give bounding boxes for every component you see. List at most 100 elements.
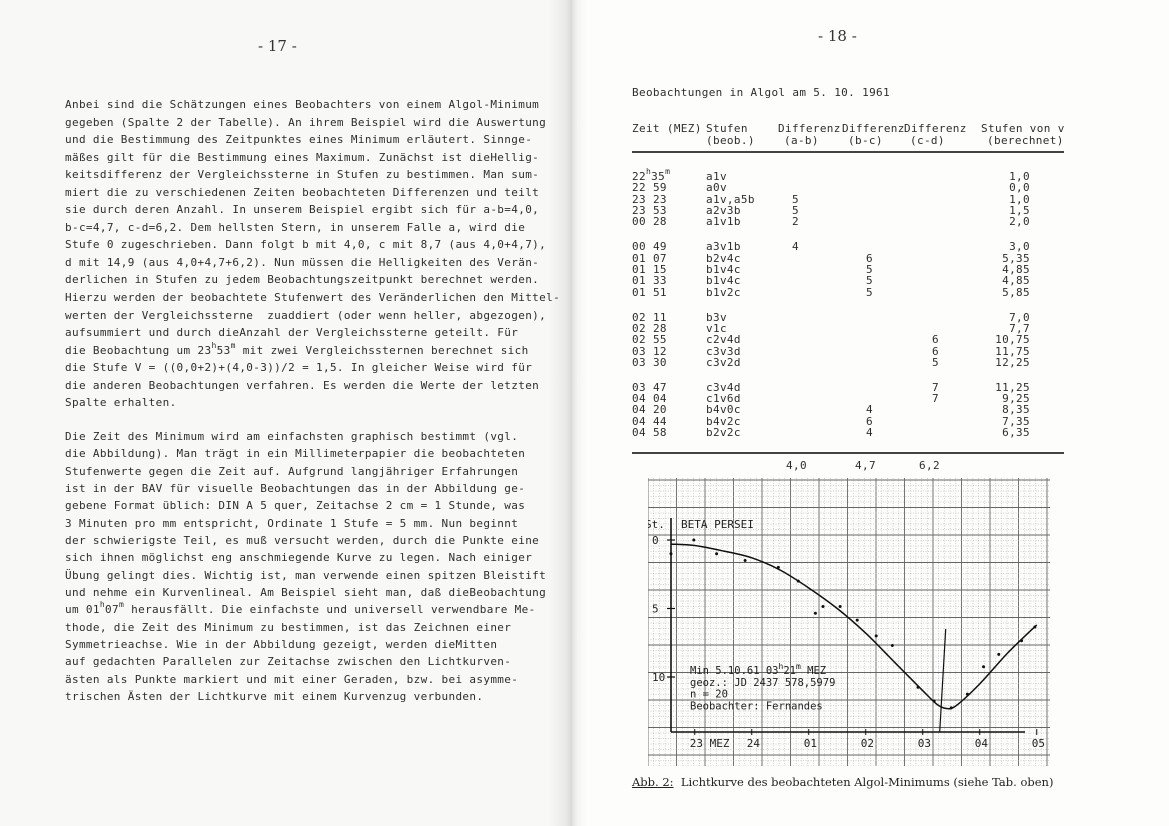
text-line: auf gedachten Parallelen zur Zeitachse z…: [65, 655, 512, 669]
time-hour: 03: [632, 355, 646, 369]
cd-cell: 5: [932, 355, 939, 369]
y-tick-label: 0: [652, 534, 659, 547]
data-point: [982, 665, 986, 669]
calc-cell: 6,35: [1002, 426, 1030, 440]
mean-bc: 4,7: [855, 459, 876, 472]
bc-cell: 4: [866, 426, 873, 440]
text-segment: Min 5.10.61 03: [690, 665, 779, 677]
time-hour: 02: [632, 321, 646, 335]
time-hour: 01: [632, 251, 646, 265]
column-header: Stufen von v: [981, 122, 1065, 135]
column-header: Differenz: [904, 122, 967, 135]
beob-cell: b1v4c: [706, 274, 741, 288]
time-cell: 01 07: [632, 253, 667, 264]
table-row: 02 55 c2v4d 6 10,75: [632, 334, 1062, 345]
text-line: Stufe 0 zugeschrieben. Dann folgt b mit …: [65, 238, 547, 252]
cd-cell: 6: [932, 344, 939, 358]
chart-title: BETA PERSEI: [681, 518, 754, 531]
text-line: ist in der BAV für visuelle Beobachtunge…: [65, 482, 526, 496]
column-header-sub: (a-b): [784, 134, 819, 147]
data-point: [965, 692, 969, 696]
time-cell: 03 47: [632, 382, 667, 393]
beob-cell: b4v2c: [706, 414, 741, 428]
time-hour: 23: [632, 192, 646, 206]
column-header-sub: (b-c): [848, 134, 883, 147]
beob-cell: c1v6d: [706, 392, 741, 406]
time-cell: 22 59: [632, 182, 667, 193]
time-minute: 23: [652, 192, 667, 206]
x-tick-label: 03: [918, 737, 931, 750]
calc-cell: 11,25: [995, 380, 1030, 394]
text-segment: die Beobachtung um 23: [65, 343, 212, 357]
text-segment: mit zwei Vergleichssternen berechnet sic…: [235, 343, 529, 357]
left-page: [0, 0, 572, 826]
beob-cell: b1v4c: [706, 262, 741, 276]
superscript: m: [230, 340, 236, 350]
beob-cell: a1v,a5b: [706, 192, 755, 206]
calc-cell: 10,75: [995, 333, 1030, 347]
text-line: und nehme ein Kurvenlineal. Am Beispiel …: [65, 586, 547, 600]
time-minute: 15: [652, 262, 667, 276]
text-line: Symmetrieachse. Wie in der Abbildung gez…: [65, 638, 498, 652]
table-row: 23 23 a1v,a5b 5 1,0: [632, 194, 1062, 205]
text-line: ästen als Punkte markiert und mit einer …: [65, 672, 519, 686]
beob-cell: c2v4d: [706, 333, 741, 347]
text-line: Übung gelingt dies. Wichtig ist, man ver…: [65, 568, 547, 582]
text-line: Die Zeit des Minimum wird am einfachsten…: [65, 430, 519, 443]
time-minute: 35: [651, 170, 666, 183]
calc-cell: 7,7: [1009, 321, 1030, 335]
time-cell: 01 51: [632, 287, 667, 298]
ab-cell: 5: [792, 204, 799, 218]
column-header: Zeit (MEZ): [632, 122, 702, 135]
symmetry-axis: [939, 629, 947, 733]
time-minute: 51: [652, 285, 667, 299]
table-row: 00 28 a1v1b 2 2,0: [632, 216, 1062, 227]
table-title: Beobachtungen in Algol am 5. 10. 1961: [632, 86, 890, 99]
mean-cd: 6,2: [919, 459, 940, 472]
data-point: [813, 611, 817, 615]
bc-cell: 5: [866, 262, 873, 276]
calc-cell: 8,35: [1002, 403, 1030, 417]
superscript: h: [211, 340, 217, 350]
data-point: [692, 538, 696, 542]
text-line: trischen Ästen der Lichtkurve mit einem …: [65, 690, 484, 704]
beob-cell: a1v1b: [706, 215, 741, 229]
calc-cell: 7,0: [1009, 310, 1030, 324]
beob-cell: a1v: [706, 170, 727, 183]
beob-cell: b3v: [706, 310, 727, 324]
table-row: 04 04 c1v6d 7 9,25: [632, 393, 1062, 404]
calc-cell: 4,85: [1002, 274, 1030, 288]
table-row: 04 20 b4v0c 4 8,35: [632, 404, 1062, 415]
table-row: 02 11 b3v 7,0: [632, 312, 1062, 323]
beob-cell: a3v1b: [706, 240, 741, 254]
time-minute: 44: [652, 414, 667, 428]
time-hour: 01: [632, 274, 646, 288]
text-line: aufsummiert und durch dieAnzahl der Verg…: [65, 326, 519, 340]
text-line: keitsdifferenz der Vergleichssterne in S…: [65, 168, 540, 182]
beob-cell: a2v3b: [706, 204, 741, 218]
footer-rule: [632, 452, 1064, 454]
bc-cell: 5: [866, 274, 873, 288]
text-line: sie durch deren Anzahl. In unserem Beisp…: [65, 203, 540, 217]
table-row: 03 30 c3v2d 5 12,25: [632, 357, 1062, 368]
text-line: Hierzu werden der beobachtete Stufenwert…: [65, 291, 561, 305]
calc-cell: 5,85: [1002, 285, 1030, 299]
column-header-sub: (c-d): [910, 134, 945, 147]
text-segment: 07: [105, 603, 119, 617]
time-cell: 04 58: [632, 427, 667, 438]
time-minute: 12: [652, 344, 667, 358]
time-minute: 28: [652, 321, 667, 335]
caption-label: Abb. 2:: [632, 775, 674, 789]
text-line: mäßes gilt für die Bestimmung eines Maxi…: [65, 150, 540, 164]
superscript: h: [99, 600, 106, 610]
caption-text: Lichtkurve des beobachteten Algol-Minimu…: [680, 775, 1054, 789]
time-minute: 59: [652, 181, 667, 195]
time-cell: 03 30: [632, 357, 667, 368]
time-minute: 11: [652, 310, 667, 324]
time-hour: 23: [632, 204, 646, 218]
superscript: m: [119, 600, 125, 610]
text-line: Spalte erhalten.: [65, 396, 177, 410]
x-tick-label: 23 MEZ: [690, 737, 730, 750]
data-point: [821, 604, 825, 608]
